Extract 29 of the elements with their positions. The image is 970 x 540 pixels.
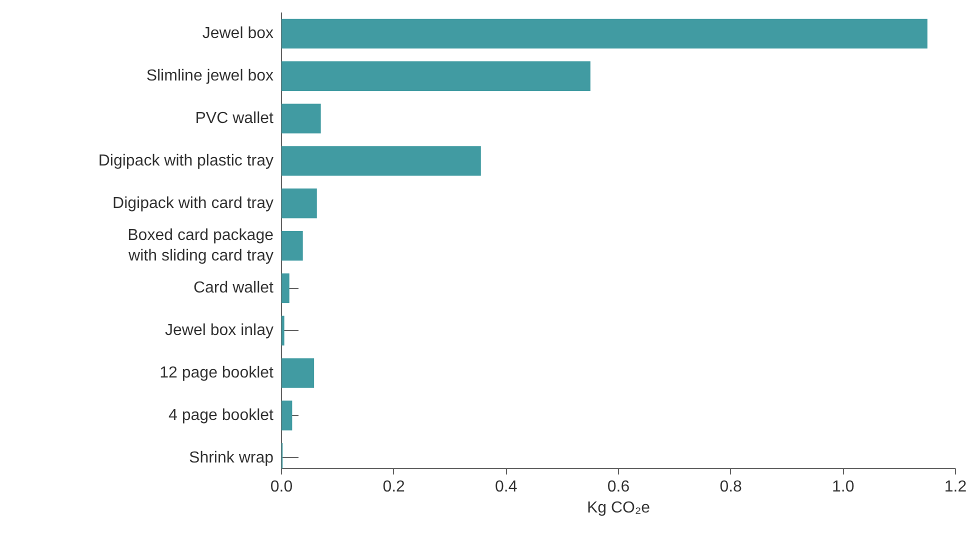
y-tick-label: PVC wallet [195,110,274,128]
bar [282,316,284,346]
x-tick-label: 0.8 [720,478,742,496]
x-tick-label: 1.2 [944,478,967,496]
bar [282,104,321,134]
bar [282,400,292,430]
y-tick-label: Boxed card package with sliding card tray [128,227,274,264]
y-tick-label: Jewel box inlay [165,322,274,340]
x-tick-label: 0.2 [382,478,406,496]
x-axis-title: Kg CO₂e [586,500,650,516]
y-tick-label: 12 page booklet [160,364,274,382]
y-tick-label: Digipack with plastic tray [98,152,274,170]
y-tick-label: Slimline jewel box [146,68,274,85]
y-tick-label: Card wallet [193,280,274,297]
y-tick-label: Shrink wrap [189,449,274,466]
bar [282,18,928,49]
y-tick-label: Digipack with card tray [112,194,274,212]
bar [282,358,314,388]
y-tick-label: Jewel box [202,25,274,42]
bar [282,146,481,176]
bar [282,273,290,304]
x-tick-label: 1.0 [832,478,854,496]
x-tick-label: 0.4 [495,478,518,496]
bar [282,61,590,91]
x-tick-label: 0.6 [607,478,630,496]
x-tick-label: 0.0 [270,478,293,496]
bar [282,188,317,218]
bar [282,230,303,261]
y-tick-label: 4 page booklet [168,406,274,424]
